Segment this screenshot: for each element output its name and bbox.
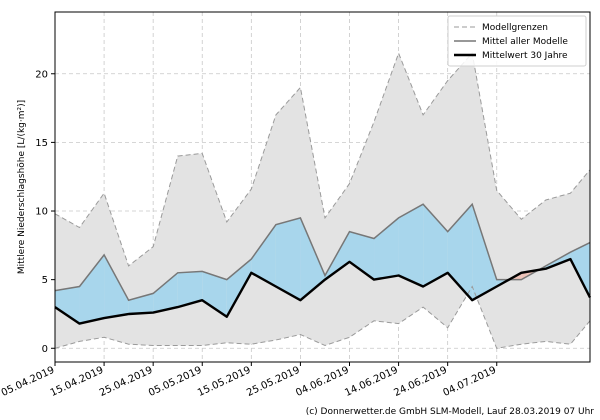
legend-entry: Mittelwert 30 Jahre — [482, 51, 568, 61]
y-axis-label: Mittlere Niederschlagshöhe [L/(kg·m²)] — [17, 100, 27, 274]
above-average-fill — [226, 259, 252, 317]
x-tick-label: 15.04.2019 — [49, 365, 106, 399]
above-average-fill — [177, 271, 203, 308]
legend-entry: Mittel aller Modelle — [482, 37, 568, 47]
series-lines — [54, 51, 592, 349]
above-average-fill — [251, 224, 276, 287]
above-average-fill — [472, 204, 497, 301]
x-tick-label: 05.04.2019 — [0, 365, 56, 399]
series-30-year-mean — [54, 257, 592, 325]
above-average-fill — [423, 204, 448, 287]
above-average-fill — [202, 271, 227, 317]
above-average-fill — [275, 217, 301, 301]
legend-box — [447, 15, 587, 67]
x-tick-label: 04.07.2019 — [441, 365, 498, 399]
x-tick-label: 04.06.2019 — [294, 365, 351, 399]
x-tick-label: 24.06.2019 — [392, 365, 449, 399]
plot-frame — [54, 11, 591, 363]
legend-entry: Modellgrenzen — [482, 23, 548, 33]
y-tick-label: 20 — [35, 69, 48, 80]
x-tick-label: 14.06.2019 — [343, 365, 400, 399]
above-average-fill — [104, 254, 129, 319]
y-tick-label: 0 — [42, 344, 48, 355]
above-average-fill — [55, 286, 80, 324]
credit-text: (c) Donnerwetter.de GmbH SLM-Modell, Lau… — [305, 407, 594, 417]
x-tick-label: 05.05.2019 — [147, 365, 204, 399]
above-average-fill — [153, 272, 178, 313]
series-lower-bound — [54, 285, 591, 349]
above-average-fill — [300, 217, 325, 301]
y-tick-label: 5 — [42, 275, 48, 286]
y-axis-ticks: 0 5 10 15 20 — [35, 69, 55, 355]
x-tick-label: 25.05.2019 — [245, 365, 302, 399]
x-tick-label: 25.04.2019 — [98, 365, 155, 399]
above-average-fill — [570, 242, 590, 298]
y-tick-label: 10 — [35, 207, 48, 218]
x-tick-label: 15.05.2019 — [196, 365, 253, 399]
y-tick-label: 15 — [35, 138, 48, 149]
series-upper-bound — [54, 51, 591, 267]
above-average-fill — [79, 254, 105, 324]
legend: Modellgrenzen Mittel aller Modelle Mittelw… — [447, 15, 587, 67]
above-average-fill — [447, 204, 473, 301]
above-average-fill — [398, 204, 424, 287]
series-model-mean — [54, 202, 591, 302]
difference-fill — [55, 204, 590, 324]
above-average-fill — [349, 231, 375, 280]
x-axis-ticks: 05.04.201915.04.201925.04.201905.05.2019… — [0, 362, 498, 399]
